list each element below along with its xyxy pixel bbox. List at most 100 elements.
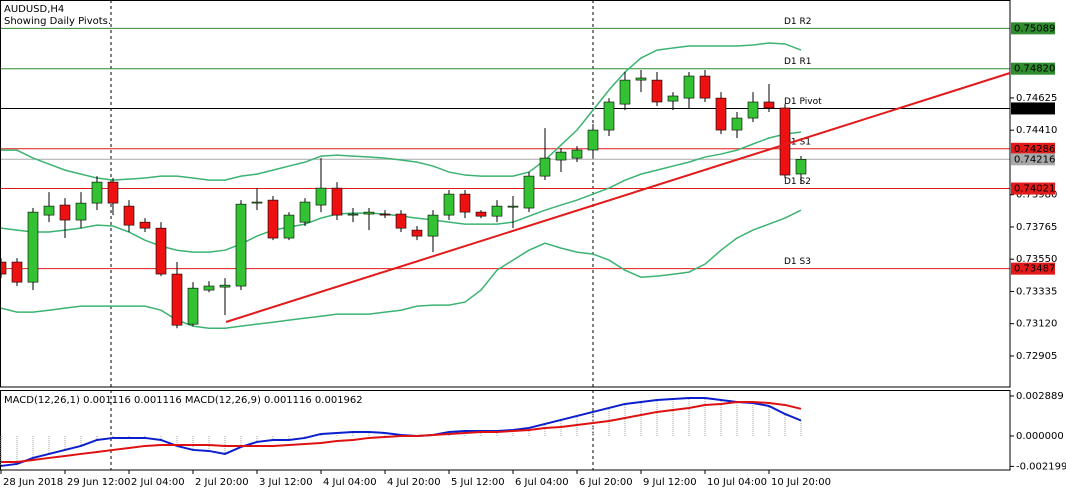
candle-body (683, 75, 695, 99)
x-tick-label: 28 Jun 2018 (3, 477, 63, 488)
y-tick-label: 0.74410 (1016, 125, 1057, 136)
pivot-price-label: 0.73487 (1014, 264, 1055, 275)
chart-title: AUDUSD,H4 (4, 4, 64, 15)
candle-body (283, 214, 295, 239)
pivot-price-label: 0.74820 (1014, 64, 1055, 75)
candle-body (235, 203, 247, 287)
candle-body (91, 181, 103, 204)
candle-body (395, 213, 407, 229)
x-tick-label: 6 Jul 04:00 (515, 477, 569, 488)
pivot-label: D1 R2 (784, 17, 812, 27)
candle-body (123, 205, 135, 226)
x-tick-label: 4 Jul 20:00 (387, 477, 441, 488)
candle-body (315, 187, 327, 206)
candle-body (475, 211, 487, 217)
y-tick-label: 0.73550 (1016, 254, 1057, 265)
current-price-box (1011, 153, 1055, 166)
pivot-price-box (1011, 182, 1055, 195)
y-tick-label: 0.74625 (1016, 93, 1057, 104)
candle-body (379, 213, 391, 216)
pivot-price-box (1011, 22, 1055, 35)
x-tick-label: 10 Jul 20:00 (771, 477, 831, 488)
candle-body (267, 199, 279, 239)
pivot-price-label: 0.74286 (1014, 144, 1055, 155)
candle-body (715, 97, 727, 131)
pivot-label: D1 S1 (784, 137, 811, 147)
x-tick-label: 10 Jul 04:00 (707, 477, 767, 488)
x-tick-label: 2 Jul 04:00 (131, 477, 185, 488)
y-tick-label: 0.73120 (1016, 319, 1057, 330)
candle-body (171, 273, 183, 326)
macd-panel-frame (0, 390, 1011, 471)
candle-body (635, 77, 647, 81)
candle-body (59, 204, 71, 221)
candle-body (411, 229, 423, 237)
y-tick-label: 0.73980 (1016, 190, 1057, 201)
candle-body (507, 205, 519, 208)
x-tick-label: 2 Jul 20:00 (195, 477, 249, 488)
pivot-price-box (1011, 262, 1055, 275)
y-tick-label: 0.000000 (1016, 431, 1064, 442)
candle-body (331, 187, 343, 216)
candle-body (747, 101, 759, 119)
x-tick-label: 3 Jul 12:00 (259, 477, 313, 488)
current-price-label: 0.74216 (1014, 154, 1055, 165)
candle-body (699, 75, 711, 99)
candle-body (459, 193, 471, 213)
y-tick-label: 0.73335 (1016, 286, 1057, 297)
candle-body (667, 95, 679, 102)
bollinger-band (0, 209, 802, 329)
x-tick-label: 6 Jul 20:00 (579, 477, 633, 488)
candle-body (523, 175, 535, 209)
candle-body (571, 149, 583, 159)
candle-body (795, 159, 807, 175)
y-tick-label: -0.002199 (1016, 461, 1066, 472)
pivot-price-label: 0.74021 (1014, 184, 1055, 195)
candle-body (219, 284, 231, 288)
y-tick-label: 0.73765 (1016, 222, 1057, 233)
candle-body (155, 227, 167, 275)
candle-body (43, 205, 55, 216)
pivot-label: D1 S2 (784, 177, 811, 187)
candle-body (619, 79, 631, 105)
candle-body (347, 213, 359, 216)
candle-body (11, 261, 23, 283)
pivot-price-label: 0.75089 (1014, 23, 1055, 34)
candle-body (75, 202, 87, 221)
candle-body (731, 117, 743, 131)
candle-body (299, 201, 311, 223)
pivot-price-box (1011, 102, 1055, 115)
candle-body (139, 221, 151, 229)
y-tick-label: 0.72905 (1016, 351, 1057, 362)
candle-body (651, 79, 663, 103)
candle-body (443, 193, 455, 216)
x-tick-label: 29 Jun 12:00 (67, 477, 131, 488)
trend-line (225, 72, 1011, 323)
pivot-label: D1 S3 (784, 257, 811, 267)
pivot-label: D1 R1 (784, 57, 812, 67)
candle-body (603, 101, 615, 131)
candle-body (587, 129, 599, 151)
candle-body (539, 157, 551, 177)
candle-body (27, 211, 39, 283)
candle-body (203, 285, 215, 291)
candle-body (363, 211, 375, 215)
x-tick-label: 4 Jul 04:00 (323, 477, 377, 488)
pivot-price-label: 0.74555 (1014, 103, 1055, 114)
candle-body (187, 287, 199, 325)
candle-body (763, 101, 775, 109)
candle-body (555, 151, 567, 161)
macd-legend: MACD(12,26,1) 0.001116 0.001116 MACD(12,… (4, 395, 363, 406)
drawing-objects (225, 72, 1011, 323)
chart-subtitle: Showing Daily Pivots. (4, 16, 111, 27)
x-tick-label: 9 Jul 12:00 (643, 477, 697, 488)
macd-line (1, 400, 802, 463)
candle-body (779, 107, 791, 176)
candle-body (491, 205, 503, 217)
bollinger-band (1, 42, 802, 181)
pivot-price-box (1011, 142, 1055, 155)
pivot-label: D1 Pivot (784, 97, 822, 107)
candle-body (251, 201, 263, 204)
y-tick-label: 0.002889 (1016, 391, 1064, 402)
